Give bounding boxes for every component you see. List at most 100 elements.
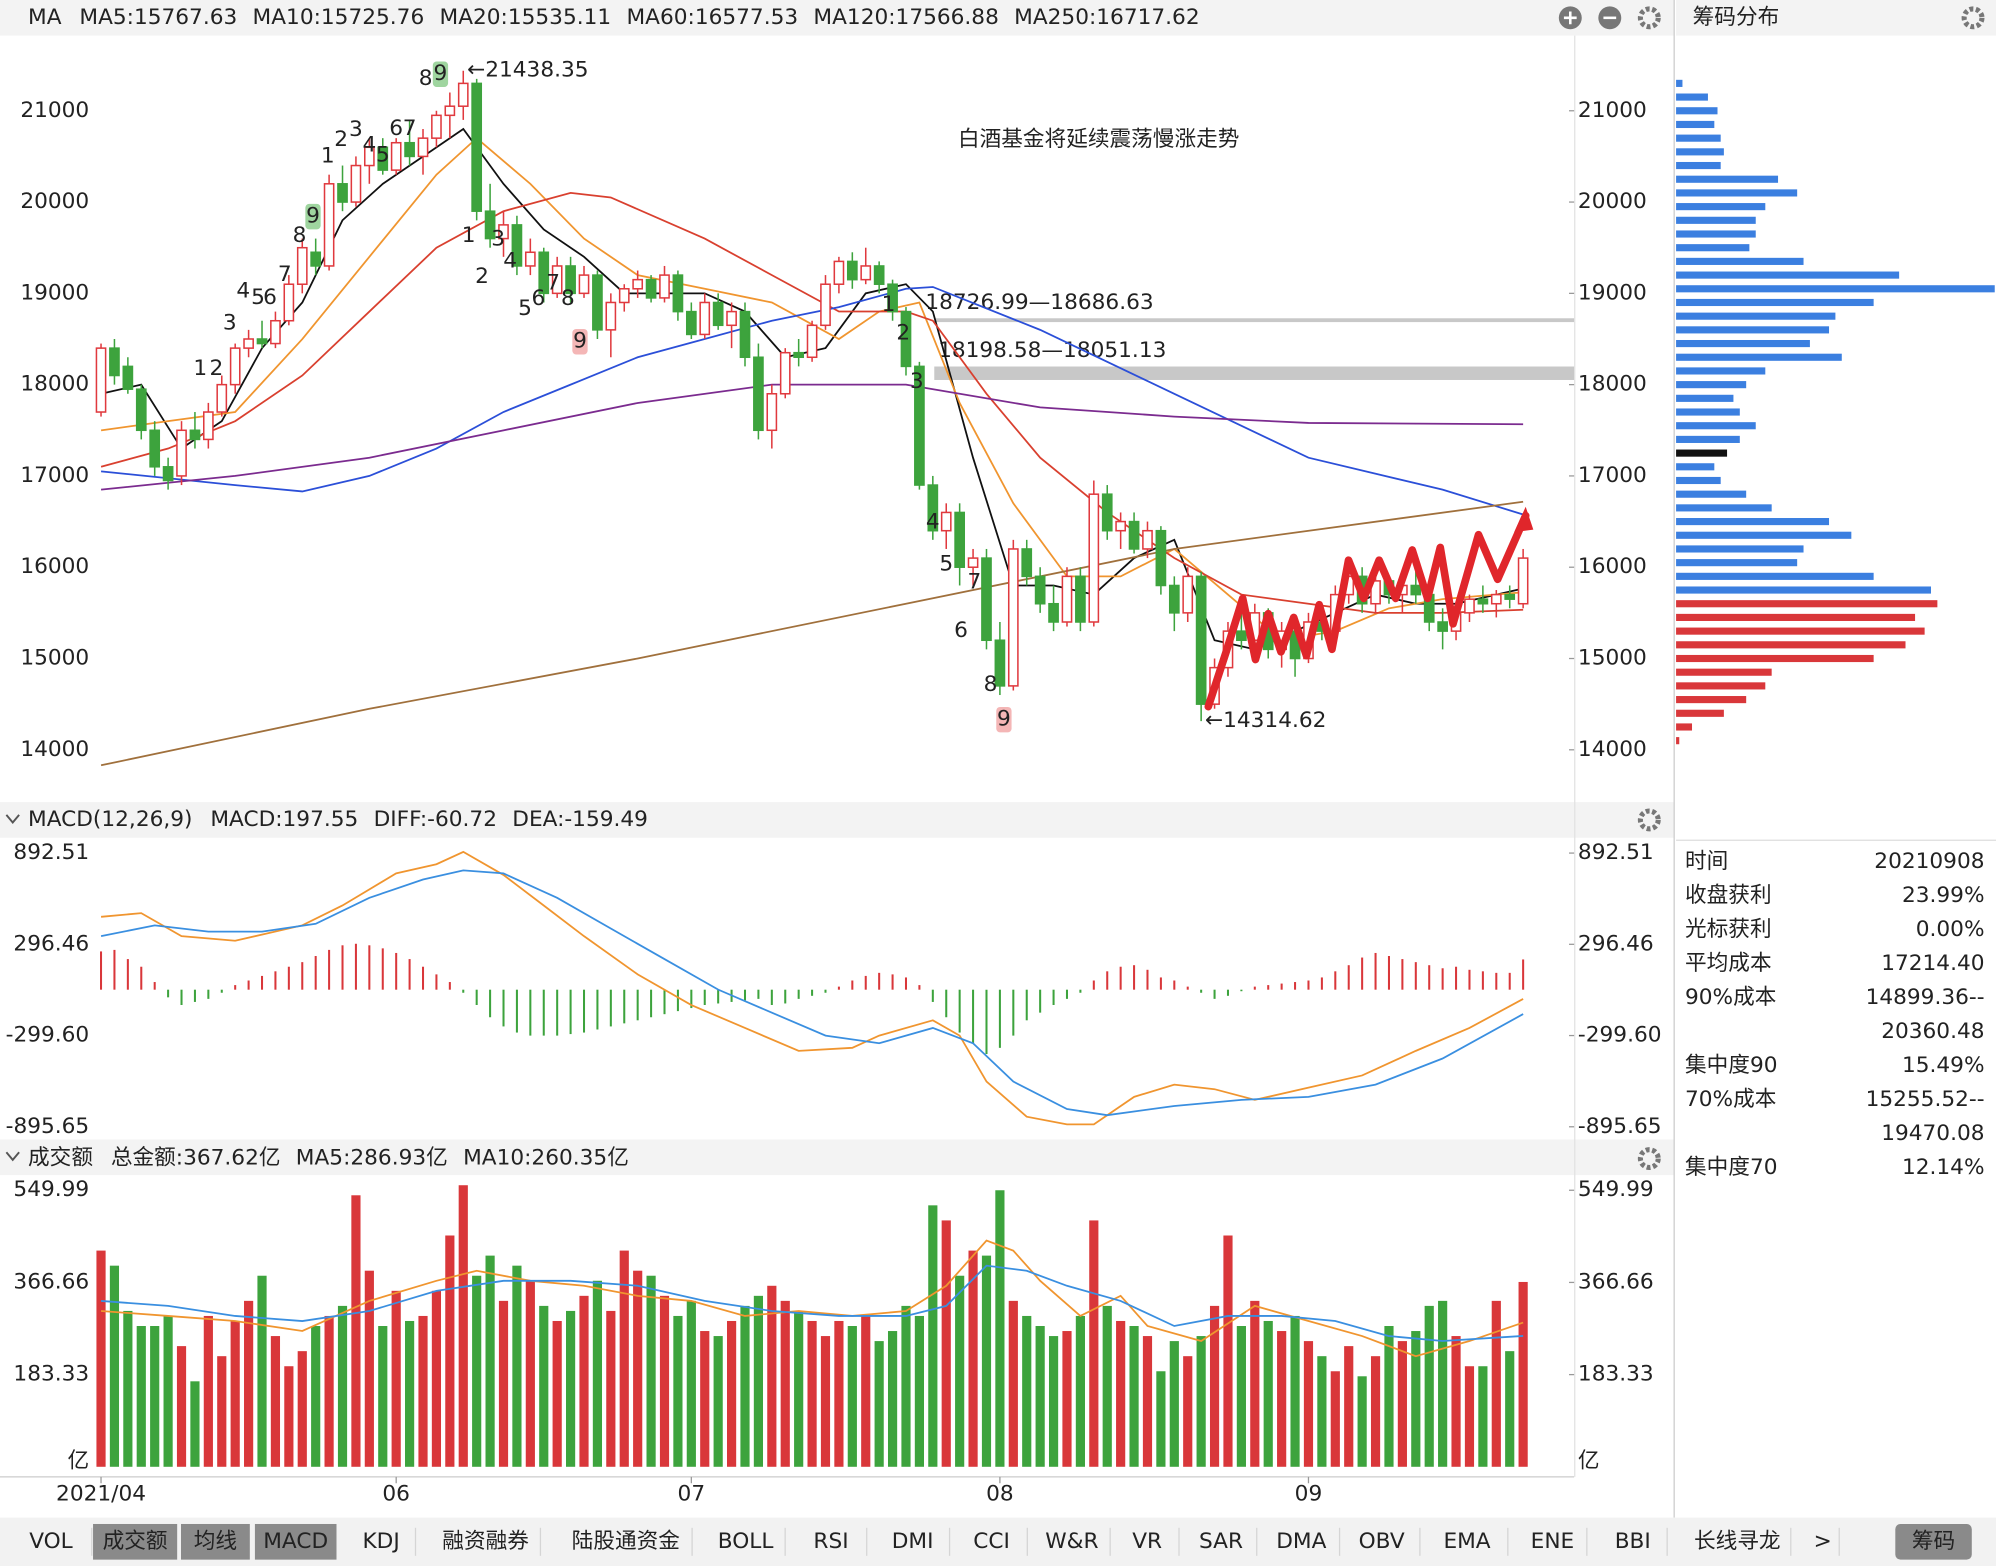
candle-body [954, 511, 966, 568]
chip-bar [1676, 613, 1916, 621]
tab-label[interactable]: 融资融券 [442, 1529, 529, 1554]
candle-body [1370, 580, 1381, 605]
candle-body [592, 274, 603, 331]
volume-bar [914, 1315, 924, 1467]
volume-bar [1075, 1315, 1085, 1467]
tab-label[interactable]: DMA [1276, 1529, 1326, 1554]
chip-bar [1676, 203, 1766, 211]
tab-active-bg[interactable] [93, 1523, 178, 1560]
y-tick-label: 20000 [20, 189, 89, 214]
tab-label[interactable]: VR [1132, 1529, 1162, 1554]
chip-bar [1676, 709, 1724, 717]
candle-body [524, 251, 536, 267]
candle-body [229, 347, 241, 386]
tab-label[interactable]: 长线寻龙 [1694, 1529, 1781, 1554]
td-label: 4 [236, 279, 250, 304]
volume-bar [847, 1326, 857, 1467]
candle-body [1101, 493, 1113, 532]
td-box [572, 329, 588, 355]
volume-bar [190, 1381, 200, 1467]
volume-bar [981, 1255, 992, 1467]
volume-bar [1505, 1351, 1515, 1467]
chip-bar [1676, 298, 1874, 307]
candle-body [873, 265, 885, 285]
candle-body [404, 141, 415, 158]
info-label: 光标获利 [1685, 917, 1772, 942]
tab-label[interactable]: MACD [263, 1529, 328, 1554]
header-bar [0, 1139, 1674, 1176]
y-tick-label: 18000 [20, 372, 89, 397]
chip-bar [1676, 654, 1874, 663]
volume-bar [1209, 1305, 1220, 1467]
settings-icon[interactable] [1637, 1147, 1661, 1171]
volume-bar [928, 1205, 938, 1467]
series-line [100, 286, 1524, 516]
info-label: 集中度70 [1685, 1155, 1778, 1180]
volume-bar [592, 1280, 603, 1467]
tab-label[interactable]: SAR [1199, 1529, 1243, 1554]
td-label: 2 [210, 356, 224, 381]
y-tick-label: -895.65 [1578, 1114, 1662, 1139]
y-tick-label: 19000 [1578, 280, 1647, 305]
candle-body [1021, 548, 1033, 578]
volume-bar [1303, 1341, 1314, 1467]
volume-bar [753, 1295, 764, 1467]
tab-label[interactable]: BBI [1615, 1529, 1651, 1554]
td-label: 4 [362, 132, 376, 157]
collapse-icon[interactable] [5, 1151, 20, 1162]
volume-bar [1062, 1331, 1072, 1467]
tab-label[interactable]: CCI [973, 1529, 1010, 1554]
tab-label[interactable]: EMA [1443, 1529, 1490, 1554]
td-label: 5 [518, 296, 532, 321]
volume-bar [780, 1300, 790, 1467]
legend-entry: MA5:15767.63 [79, 5, 237, 30]
candle-body [927, 484, 939, 532]
chip-bar [1676, 463, 1715, 471]
collapse-icon[interactable] [5, 814, 20, 824]
settings-icon[interactable] [1637, 808, 1661, 832]
tab-label[interactable]: RSI [813, 1529, 848, 1554]
tab-label[interactable]: 陆股通资金 [572, 1529, 681, 1554]
tab-label[interactable]: VOL [29, 1529, 73, 1554]
panel-title: 筹码分布 [1693, 5, 1780, 30]
y-tick-label: 14000 [1578, 737, 1647, 762]
tab-active-bg[interactable] [180, 1523, 250, 1560]
tab-label[interactable]: > [1814, 1529, 1832, 1554]
tab-label[interactable]: KDJ [362, 1529, 399, 1554]
y-tick-label: 296.46 [13, 931, 89, 956]
tab-active-bg[interactable] [1895, 1523, 1972, 1560]
candle-body [551, 265, 563, 295]
tab-label[interactable]: BOLL [718, 1529, 774, 1554]
chip-bar [1676, 353, 1842, 361]
chip-bar [1676, 230, 1756, 238]
tab-label[interactable]: DMI [892, 1529, 934, 1554]
settings-icon[interactable] [1637, 6, 1661, 30]
tab-label[interactable]: ENE [1531, 1529, 1575, 1554]
tab-label[interactable]: W&R [1045, 1529, 1098, 1554]
tab-label[interactable]: OBV [1359, 1529, 1405, 1554]
legend-entry: MA10:260.35亿 [463, 1146, 629, 1171]
candle-body [685, 310, 697, 336]
candle-body [243, 338, 254, 349]
tab-label[interactable]: 筹码 [1912, 1529, 1955, 1554]
y-tick-label: 15000 [20, 646, 89, 671]
panel-title: MA [28, 5, 62, 30]
tab-label[interactable]: 成交额 [103, 1529, 168, 1554]
td-label: 6 [389, 116, 403, 141]
candle-body [162, 466, 174, 482]
volume-bar [163, 1315, 173, 1467]
volume-bar [136, 1326, 146, 1467]
volume-bar [1451, 1336, 1461, 1467]
candle-body [967, 557, 979, 568]
x-tick-label: 06 [382, 1482, 410, 1507]
y-tick-label: -299.60 [1578, 1023, 1662, 1048]
tab-active-bg[interactable] [254, 1523, 337, 1560]
candle-body [1236, 630, 1247, 642]
zone-label: 18198.58—18051.13 [938, 338, 1166, 363]
y-tick-label: 19000 [20, 280, 89, 305]
info-value: 14899.36-- [1866, 985, 1985, 1010]
settings-icon[interactable] [1961, 6, 1985, 30]
candle-body [914, 365, 925, 486]
tab-label[interactable]: 均线 [194, 1529, 237, 1554]
unit-label: 亿 [1578, 1449, 1600, 1474]
